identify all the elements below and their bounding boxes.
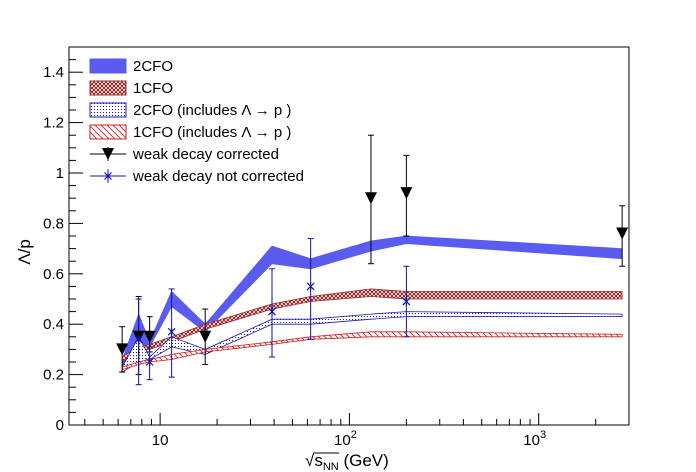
legend-label-2: 2CFO (includes Λ → p ) — [133, 102, 291, 119]
y-tick-label-1: 0.2 — [43, 367, 64, 384]
point-s1-0 — [134, 335, 143, 344]
legend-item-5: weak decay not corrected — [90, 168, 304, 185]
y-tick-label-0: 0 — [56, 417, 64, 434]
legend-label-4: weak decay corrected — [132, 146, 279, 163]
y-tick-label-6: 1.2 — [43, 115, 64, 132]
legend-swatch-4 — [102, 148, 114, 160]
legend-item-3: 1CFO (includes Λ → p ) — [89, 124, 291, 141]
legend-label-3: 1CFO (includes Λ → p ) — [133, 124, 291, 141]
legend: 2CFO 1CFO 2CFO (includes Λ → p ) 1CFO (incl… — [89, 58, 304, 185]
point-s0-5 — [400, 187, 413, 200]
legend-label-1: 1CFO — [133, 80, 173, 97]
legend-item-0: 2CFO — [89, 58, 173, 75]
y-axis: 0 0.2 0.4 0.6 0.8 1 1.2 1.4 — [43, 46, 83, 434]
markers-layer — [116, 187, 629, 366]
legend-swatch-1 — [89, 80, 127, 96]
bands-layer — [121, 235, 623, 373]
y-axis-title: Λ/p — [15, 239, 34, 265]
x-tick-label-1: 102 — [334, 429, 357, 449]
legend-label-0: 2CFO — [133, 58, 173, 75]
y-tick-label-5: 1 — [56, 165, 64, 182]
y-tick-label-3: 0.6 — [43, 266, 64, 283]
point-s0-2 — [143, 330, 156, 343]
y-tick-label-2: 0.4 — [43, 316, 64, 333]
x-axis-title-sub: NN — [323, 461, 339, 472]
point-s0-4 — [364, 192, 377, 205]
point-s1-3 — [268, 307, 276, 316]
svg-text:√sNN (GeV): √sNN (GeV) — [305, 451, 389, 472]
legend-swatch-0 — [89, 58, 127, 74]
legend-label-5: weak decay not corrected — [132, 168, 304, 185]
y-tick-label-7: 1.4 — [43, 64, 64, 81]
point-s1-5 — [402, 297, 411, 306]
point-s1-4 — [306, 282, 315, 291]
point-s1-1 — [145, 358, 154, 366]
x-axis-title: √sNN (GeV) — [305, 451, 389, 472]
legend-item-4: weak decay corrected — [90, 146, 279, 163]
y-tick-label-4: 0.8 — [43, 215, 64, 232]
x-tick-label-0: 10 — [152, 432, 169, 449]
point-s0-6 — [616, 227, 629, 240]
point-s0-3 — [199, 330, 212, 343]
point-s0-0 — [116, 343, 129, 356]
legend-swatch-3 — [89, 124, 127, 140]
band-3 — [121, 331, 623, 371]
x-axis-title-root: √ — [305, 451, 315, 470]
x-axis: 10 102 103 — [84, 413, 630, 449]
x-tick-label-2: 103 — [523, 429, 546, 449]
legend-swatch-2 — [89, 102, 127, 118]
legend-item-2: 2CFO (includes Λ → p ) — [89, 102, 291, 119]
legend-item-1: 1CFO — [89, 80, 173, 97]
band-1 — [121, 288, 623, 363]
band-2 — [121, 311, 623, 373]
point-s1-2 — [167, 327, 176, 336]
legend-swatch-5 — [104, 172, 112, 180]
x-axis-title-main: s — [314, 451, 323, 470]
x-axis-title-unit: (GeV) — [339, 451, 389, 470]
